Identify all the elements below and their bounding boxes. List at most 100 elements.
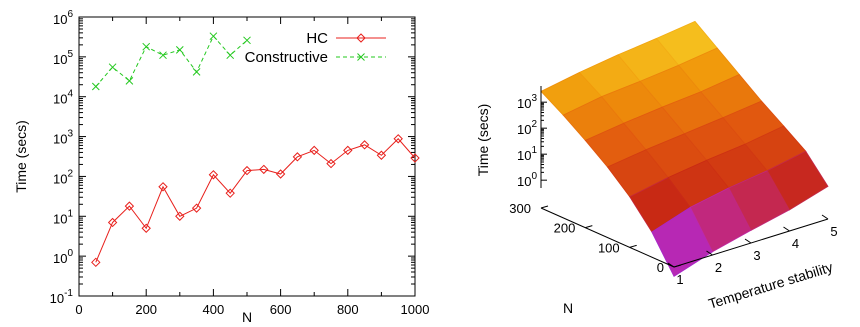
data-point-constructive xyxy=(226,51,235,60)
temperature-tick-mark xyxy=(744,238,752,244)
legend-label-hc: HC xyxy=(306,30,328,47)
data-point-hc xyxy=(393,134,403,144)
temperature-tick-label: 4 xyxy=(792,236,799,251)
left-y-tick-label: 104 xyxy=(53,89,73,107)
left-y-tick-label-base: 10 xyxy=(53,251,67,266)
data-point-hc xyxy=(91,257,101,268)
n-tick-mark xyxy=(629,244,637,248)
left-x-axis-label: N xyxy=(242,309,252,325)
temperature-tick-label: 1 xyxy=(676,272,683,287)
data-point-hc xyxy=(359,140,370,150)
left-x-tick-label: 800 xyxy=(337,302,359,317)
z-tick-label-exp: 0 xyxy=(531,171,537,182)
left-x-tick-label: 400 xyxy=(203,302,225,317)
left-y-axis-label: Time (secs) xyxy=(13,120,29,193)
left-y-tick-label-exp: 3 xyxy=(67,129,73,140)
left-y-tick-label-base: 10 xyxy=(53,132,67,147)
left-y-tick-label: 10-1 xyxy=(50,288,74,306)
series-line-0 xyxy=(95,138,416,263)
data-point-hc xyxy=(292,152,303,162)
left-x-tick-label: 1000 xyxy=(401,302,430,317)
z-tick-label-exp: 1 xyxy=(531,145,537,156)
n-tick-mark xyxy=(540,205,549,209)
data-point-constructive xyxy=(209,32,218,41)
temperature-tick-label: 2 xyxy=(715,260,722,275)
data-point-constructive xyxy=(125,76,134,85)
left-y-tick-label-exp: 0 xyxy=(67,248,73,259)
data-point-constructive xyxy=(243,36,251,45)
left-y-tick-label: 101 xyxy=(53,208,73,226)
left-x-tick-label: 0 xyxy=(75,302,82,317)
left-y-tick-label-base: 10 xyxy=(53,52,67,67)
legend-label-constructive: Constructive xyxy=(245,49,328,66)
left-x-tick-label: 200 xyxy=(135,302,157,317)
data-point-constructive xyxy=(108,63,117,72)
left-y-tick-label: 102 xyxy=(53,168,73,186)
data-point-hc xyxy=(343,145,353,156)
temperature-tick-mark xyxy=(821,214,829,220)
data-point-hc xyxy=(376,150,387,160)
left-y-tick-label-base: 10 xyxy=(53,12,67,27)
series-line-1 xyxy=(95,35,248,87)
left-legend: HC Constructive xyxy=(245,30,386,66)
data-point-constructive xyxy=(175,45,184,54)
left-y-tick-label-exp: 1 xyxy=(67,208,73,219)
temperature-tick-mark xyxy=(667,262,675,268)
z-tick-label-exp: 3 xyxy=(531,93,537,104)
data-point-hc xyxy=(259,164,269,175)
data-point-hc xyxy=(275,169,286,179)
right-n-axis-label: N xyxy=(563,300,573,316)
left-y-tick-label-base: 10 xyxy=(53,211,67,226)
n-tick-mark xyxy=(673,264,682,268)
legend-marker-constructive xyxy=(357,53,365,61)
surface xyxy=(540,20,829,277)
left-y-tick-label-exp: 5 xyxy=(67,49,73,60)
z-tick-label-exp: 2 xyxy=(531,119,537,130)
data-point-hc xyxy=(410,153,420,163)
data-point-hc xyxy=(158,182,168,192)
temperature-tick-mark xyxy=(783,226,790,232)
temperature-tick-label: 5 xyxy=(830,224,837,239)
n-tick-label: 0 xyxy=(657,260,664,275)
data-point-hc xyxy=(309,145,319,156)
z-tick-label: 101 xyxy=(517,145,537,163)
temperature-tick-mark xyxy=(706,250,713,256)
z-tick-label: 100 xyxy=(517,171,537,189)
left-y-tick-label-base: 10 xyxy=(50,291,64,306)
legend-marker-hc xyxy=(356,33,366,43)
left-x-ticks: 0 200 400 600 800 1000 xyxy=(75,17,429,317)
data-point-hc xyxy=(326,158,336,169)
n-tick-label: 300 xyxy=(509,201,531,216)
n-tick-label: 100 xyxy=(598,240,620,255)
left-y-tick-label-base: 10 xyxy=(53,92,67,107)
right-temperature-axis-label: Temperature stability xyxy=(706,259,834,312)
z-tick-label-base: 10 xyxy=(517,96,531,111)
left-y-tick-label-exp: -1 xyxy=(64,288,73,299)
data-point-hc xyxy=(208,170,219,180)
data-point-hc xyxy=(242,165,252,176)
z-tick-label: 103 xyxy=(517,93,537,111)
left-y-tick-label: 103 xyxy=(53,129,73,147)
n-tick-label: 200 xyxy=(554,221,576,236)
data-point-constructive xyxy=(91,82,100,91)
n-tick-mark xyxy=(585,225,593,229)
temperature-tick-label: 3 xyxy=(753,248,760,263)
z-tick-label: 102 xyxy=(517,119,537,137)
z-tick-label-base: 10 xyxy=(517,148,531,163)
left-y-tick-label-exp: 2 xyxy=(67,168,73,179)
data-point-hc xyxy=(124,201,135,211)
z-tick-label-base: 10 xyxy=(517,174,531,189)
left-y-tick-label-exp: 4 xyxy=(67,89,73,100)
left-y-tick-label: 100 xyxy=(53,248,73,266)
data-point-hc xyxy=(175,211,185,221)
n-axis-line xyxy=(540,207,675,268)
data-point-constructive xyxy=(192,68,201,76)
left-y-tick-label: 106 xyxy=(53,9,73,27)
data-point-hc xyxy=(191,203,202,213)
data-point-hc xyxy=(107,217,118,228)
